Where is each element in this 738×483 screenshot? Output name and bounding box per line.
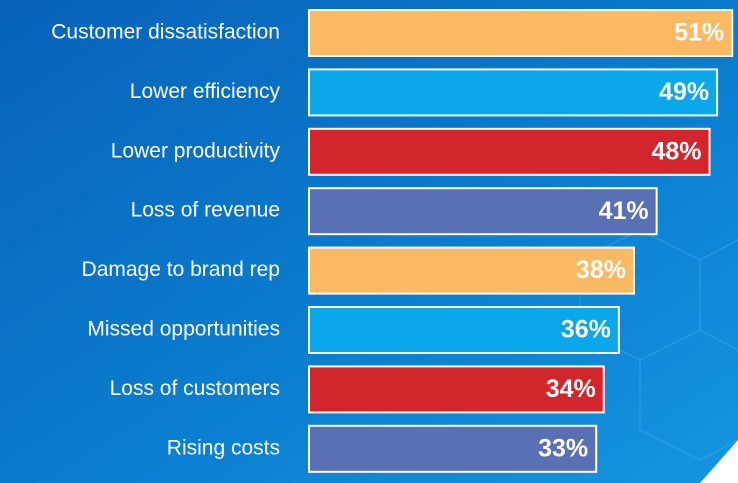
category-label: Customer dissatisfaction — [51, 21, 280, 44]
value-label: 51% — [674, 19, 724, 47]
category-label: Damage to brand rep — [82, 258, 280, 281]
value-label: 41% — [599, 197, 649, 225]
value-label: 38% — [576, 256, 626, 284]
value-label: 34% — [546, 375, 596, 403]
category-label: Rising costs — [167, 436, 280, 459]
category-label: Lower productivity — [111, 139, 281, 162]
bar — [308, 9, 734, 57]
category-label: Lower efficiency — [130, 80, 281, 103]
bar — [308, 127, 711, 176]
corner-decoration — [700, 440, 738, 483]
bar — [308, 68, 719, 117]
bar — [308, 424, 598, 473]
bar — [308, 246, 635, 295]
category-label: Missed opportunities — [87, 318, 280, 341]
bar — [308, 306, 620, 354]
category-label: Loss of customers — [110, 377, 280, 400]
value-label: 36% — [561, 316, 611, 344]
bar — [308, 365, 605, 414]
value-label: 48% — [652, 137, 702, 165]
value-label: 33% — [538, 434, 588, 462]
value-label: 49% — [659, 78, 709, 106]
bar — [308, 187, 658, 236]
category-label: Loss of revenue — [131, 199, 280, 222]
